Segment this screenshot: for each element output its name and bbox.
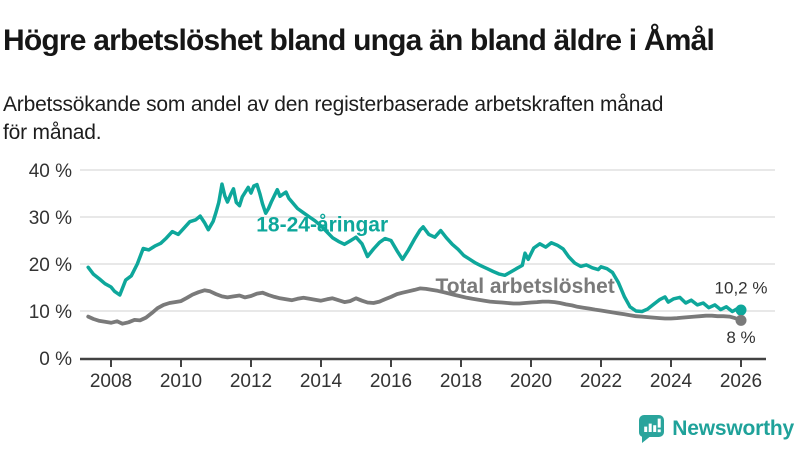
y-tick-label: 0 % <box>39 349 72 370</box>
x-tick-label: 2008 <box>90 371 132 392</box>
series-end-dot-18-24-åringar <box>735 304 747 316</box>
x-tick-label: 2014 <box>300 371 343 392</box>
x-tick-label: 2018 <box>440 371 482 392</box>
x-tick-label: 2024 <box>650 371 693 392</box>
newsworthy-wordmark: Newsworthy <box>672 416 794 440</box>
series-label-18-24-åringar: 18-24-åringar <box>256 213 388 236</box>
x-tick-label: 2026 <box>720 371 762 392</box>
end-value-label: 8 % <box>726 328 755 347</box>
x-tick-label: 2020 <box>510 371 552 392</box>
bar-chart-speech-bubble-icon <box>639 415 665 443</box>
x-tick-label: 2010 <box>160 371 202 392</box>
y-tick-label: 20 % <box>29 255 72 276</box>
newsworthy-logo: Newsworthy <box>638 414 794 443</box>
chart-title: Högre arbetslöshet bland unga än bland ä… <box>3 24 715 58</box>
chart-subtitle: Arbetssökande som andel av den registerb… <box>3 93 664 144</box>
series-line-18-24-åringar <box>86 182 743 314</box>
x-tick-label: 2012 <box>230 371 272 392</box>
series-line-Total arbetslöshet <box>86 286 743 326</box>
end-value-label: 10,2 % <box>715 279 768 298</box>
series-end-dot-Total arbetslöshet <box>735 314 747 326</box>
y-tick-label: 10 % <box>29 302 72 323</box>
y-tick-label: 30 % <box>29 208 72 229</box>
y-tick-label: 40 % <box>29 161 72 182</box>
series-label-Total arbetslöshet: Total arbetslöshet <box>435 275 614 298</box>
x-tick-label: 2022 <box>580 371 622 392</box>
x-tick-label: 2016 <box>370 371 412 392</box>
